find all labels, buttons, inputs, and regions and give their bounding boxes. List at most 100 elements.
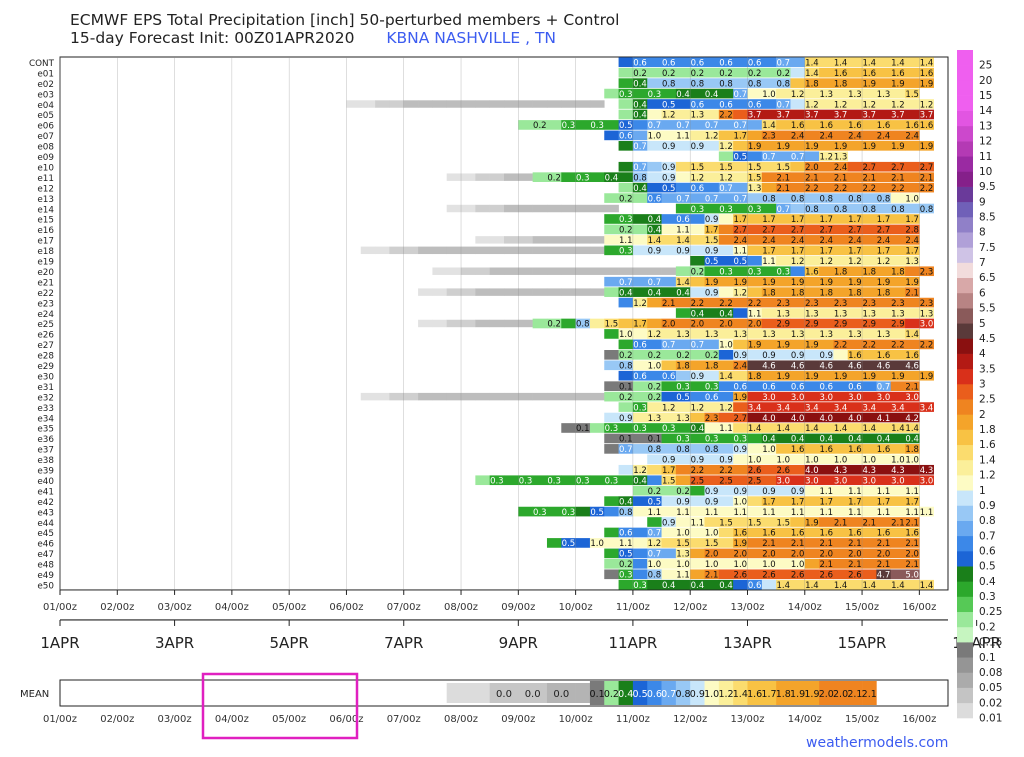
cell-value-label: 1.6	[819, 445, 833, 455]
heatmap-cell	[761, 339, 777, 350]
heatmap-cell	[747, 109, 763, 120]
heatmap-cell	[776, 548, 791, 559]
heatmap-cell	[733, 88, 748, 99]
heatmap-cell	[690, 276, 705, 287]
cell-value-label: 2.6	[734, 571, 748, 581]
cell-value-label: 1.0	[734, 560, 748, 570]
heatmap-cell	[833, 402, 849, 412]
heatmap-cell	[776, 151, 791, 162]
cell-value-label: 1.0	[676, 560, 690, 570]
heatmap-cell	[504, 475, 519, 486]
cell-value-label: 0.4	[633, 476, 647, 486]
cell-value-label: 0.2	[547, 320, 561, 330]
heatmap-cell	[847, 161, 863, 172]
heatmap-cell	[761, 308, 777, 318]
heatmap-cell	[847, 527, 863, 538]
gray-bar-cell	[489, 100, 505, 108]
mean-gray-cell	[446, 683, 462, 703]
gray-bar-cell	[575, 246, 591, 255]
heatmap-cell	[690, 224, 705, 235]
cell-value-label: 1.1	[848, 508, 862, 518]
cell-value-label: 0.2	[719, 69, 733, 79]
cell-value-label: 1.4	[891, 581, 905, 591]
gray-bar-cell	[375, 392, 390, 401]
heatmap-cell	[675, 276, 691, 287]
heatmap-cell	[847, 454, 863, 465]
cell-value-label: 0.7	[734, 194, 748, 204]
heatmap-cell	[632, 235, 648, 245]
heatmap-cell	[919, 161, 934, 172]
heatmap-cell	[876, 266, 892, 277]
heatmap-cell	[704, 402, 720, 412]
heatmap-cell	[733, 214, 748, 224]
heatmap-cell	[575, 423, 591, 433]
heatmap-cell	[618, 370, 634, 381]
heatmap-cell	[690, 559, 705, 569]
gray-bar-cell	[360, 392, 376, 401]
heatmap-cell	[718, 224, 734, 235]
member-label: e27	[37, 341, 54, 351]
heatmap-cell	[489, 475, 505, 486]
cell-value-label: 0.8	[676, 445, 690, 455]
heatmap-cell	[647, 444, 662, 454]
legend-label: 0.8	[979, 515, 996, 527]
cell-value-label: 1.8	[819, 288, 833, 298]
x-tick-label: 06/00z	[329, 602, 363, 613]
cell-value-label: 1.0	[705, 529, 719, 539]
cell-value-label: 0.3	[777, 267, 791, 277]
heatmap-cell	[690, 538, 705, 548]
heatmap-cell	[718, 67, 734, 78]
heatmap-cell	[761, 99, 777, 109]
heatmap-cell	[862, 130, 877, 141]
x-tick-label: 02/00z	[100, 602, 134, 613]
legend-label: 0.9	[979, 500, 996, 512]
heatmap-cell	[661, 78, 677, 88]
heatmap-cell	[718, 517, 734, 527]
cell-value-label: 1.7	[734, 215, 748, 225]
heatmap-cell	[905, 120, 920, 130]
member-label: e22	[37, 289, 54, 299]
cell-value-label: 1.9	[891, 372, 905, 382]
heatmap-cell	[661, 412, 677, 423]
heatmap-cell	[690, 203, 705, 214]
heatmap-cell	[747, 308, 763, 318]
heatmap-cell	[618, 88, 634, 99]
cell-value-label: 0.9	[705, 288, 719, 298]
heatmap-cell	[847, 109, 863, 120]
heatmap-cell	[632, 245, 648, 256]
heatmap-cell	[804, 151, 820, 162]
heatmap-cell	[862, 423, 877, 433]
heatmap-cell	[804, 109, 820, 120]
heatmap-cell	[747, 297, 763, 308]
heatmap-cell	[804, 235, 820, 245]
cell-value-label: 2.6	[777, 466, 791, 476]
member-label: e13	[37, 195, 54, 205]
heatmap-cell	[819, 402, 834, 412]
cell-value-label: 1.4	[920, 581, 934, 591]
brand-watermark[interactable]: weathermodels.com	[806, 735, 949, 751]
cell-value-label: 0.3	[633, 581, 647, 591]
heatmap-cell	[876, 67, 892, 78]
heatmap-cell	[862, 57, 877, 68]
legend-label: 0.2	[979, 621, 996, 633]
heatmap-cell	[790, 350, 806, 360]
member-label: e12	[37, 184, 54, 194]
cell-value-label: 0.6	[848, 382, 862, 392]
heatmap-cell	[876, 318, 892, 329]
heatmap-cell	[661, 381, 677, 391]
heatmap-cell	[790, 412, 806, 423]
heatmap-cell	[804, 527, 820, 538]
heatmap-cell	[905, 255, 920, 266]
legend-label: 0.5	[979, 561, 996, 573]
cell-value-label: 0.3	[676, 435, 690, 445]
heatmap-cell	[761, 287, 777, 297]
heatmap-cell	[819, 287, 834, 297]
cell-value-label: 0.2	[533, 121, 547, 131]
gray-bar-cell	[504, 288, 519, 296]
heatmap-cell	[632, 391, 648, 402]
legend-label: 0.15	[979, 637, 1002, 649]
cell-value-label: 0.9	[762, 351, 776, 361]
heatmap-cell	[733, 423, 748, 433]
heatmap-cell	[604, 224, 619, 235]
member-label: e28	[37, 352, 54, 362]
